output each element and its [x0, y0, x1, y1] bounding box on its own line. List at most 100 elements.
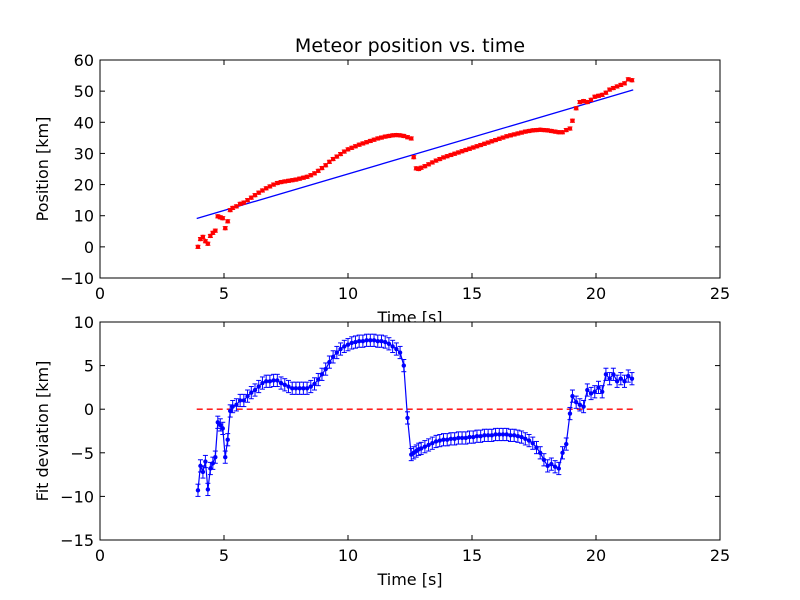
- y-tick-label: −15: [60, 531, 94, 550]
- data-point: [394, 346, 399, 352]
- y-tick-label: 20: [74, 176, 94, 195]
- data-point: [319, 372, 325, 377]
- data-point: [549, 128, 554, 134]
- data-point: [426, 162, 431, 167]
- data-point: [213, 228, 218, 233]
- data-point: [338, 151, 343, 157]
- data-point: [556, 466, 561, 471]
- data-point: [267, 184, 273, 189]
- data-point: [570, 118, 575, 123]
- data-point: [327, 159, 332, 165]
- data-point: [409, 136, 414, 141]
- data-point: [519, 434, 524, 440]
- data-point: [448, 152, 454, 158]
- x-tick-label: 20: [586, 284, 606, 303]
- data-point: [345, 147, 351, 152]
- position-plot-ylabel: Position [km]: [33, 117, 52, 222]
- data-point: [223, 225, 228, 231]
- data-point: [629, 376, 635, 381]
- data-point: [200, 234, 206, 240]
- x-tick-label: 0: [95, 546, 105, 565]
- data-point: [286, 384, 291, 389]
- data-point: [256, 384, 261, 389]
- data-point: [500, 135, 506, 140]
- data-point: [356, 142, 362, 147]
- data-point: [252, 192, 258, 198]
- data-point: [511, 433, 517, 438]
- data-point: [218, 422, 223, 428]
- data-point: [220, 216, 225, 221]
- data-point: [600, 389, 605, 394]
- data-point: [342, 149, 347, 154]
- data-point: [467, 434, 472, 440]
- data-point: [511, 132, 517, 137]
- x-tick-label: 15: [462, 546, 482, 565]
- data-point: [205, 241, 211, 246]
- data-point: [330, 354, 336, 360]
- data-point: [422, 163, 428, 169]
- data-point: [263, 379, 269, 384]
- data-point: [538, 450, 543, 455]
- data-point: [603, 372, 609, 377]
- data-point: [368, 138, 373, 144]
- data-point: [478, 434, 483, 439]
- data-point: [401, 133, 406, 139]
- data-point: [401, 363, 406, 368]
- data-point: [596, 93, 601, 99]
- data-point: [312, 381, 317, 387]
- data-point: [260, 188, 265, 193]
- data-point: [290, 178, 295, 183]
- data-point: [430, 441, 435, 446]
- data-point: [223, 454, 228, 460]
- data-point: [474, 144, 480, 149]
- data-point: [260, 380, 265, 386]
- data-point: [564, 441, 569, 447]
- x-tick-label: 10: [338, 284, 358, 303]
- data-point: [549, 461, 554, 467]
- data-point: [448, 436, 454, 442]
- y-tick-label: 40: [74, 113, 94, 132]
- data-point: [485, 433, 491, 438]
- data-point: [353, 339, 358, 345]
- data-point: [456, 150, 461, 155]
- data-point: [485, 140, 491, 145]
- data-point: [360, 141, 366, 146]
- data-point: [493, 432, 498, 437]
- data-point: [312, 171, 317, 176]
- data-point: [371, 137, 377, 142]
- x-tick-label: 15: [462, 284, 482, 303]
- data-point: [471, 145, 476, 150]
- data-point: [530, 128, 535, 133]
- data-point: [228, 408, 233, 414]
- data-point: [482, 141, 487, 146]
- data-point: [445, 437, 450, 442]
- x-tick-label: 10: [338, 546, 358, 565]
- data-point: [249, 390, 254, 395]
- data-point: [195, 244, 201, 250]
- data-point: [534, 127, 539, 133]
- data-point: [497, 136, 502, 141]
- data-point: [293, 386, 299, 391]
- data-point: [386, 341, 392, 346]
- data-point: [592, 389, 597, 394]
- data-point: [282, 179, 287, 184]
- position-plot-frame: [99, 59, 721, 279]
- data-point: [581, 404, 586, 409]
- data-point: [607, 376, 612, 381]
- data-point: [489, 433, 495, 438]
- data-point: [504, 134, 509, 139]
- data-point: [585, 99, 590, 105]
- data-point: [556, 130, 561, 135]
- data-point: [493, 137, 498, 143]
- data-point: [345, 342, 351, 347]
- data-point: [508, 433, 513, 438]
- data-point: [433, 439, 439, 444]
- y-tick-label: −10: [60, 269, 94, 288]
- data-point: [596, 385, 601, 390]
- data-point: [364, 338, 369, 343]
- data-point: [308, 384, 313, 389]
- data-point: [397, 350, 403, 355]
- data-point: [567, 411, 573, 416]
- data-point: [515, 434, 521, 439]
